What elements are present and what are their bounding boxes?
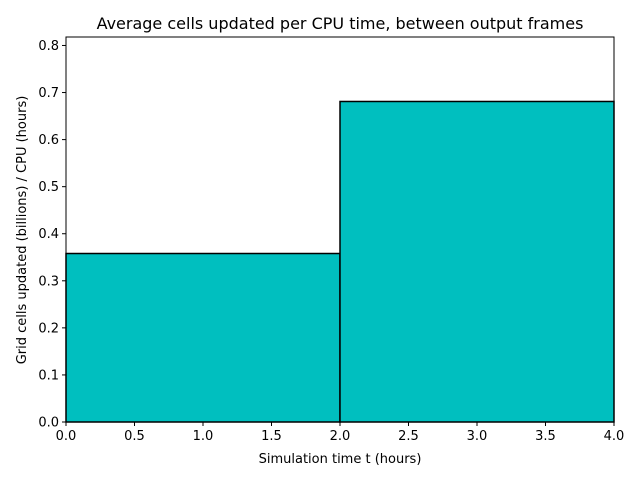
- y-tick-label: 0.6: [38, 133, 59, 148]
- chart-title: Average cells updated per CPU time, betw…: [97, 14, 584, 33]
- y-tick-label: 0.1: [38, 368, 59, 383]
- y-tick-label: 0.0: [38, 416, 59, 431]
- y-tick-label: 0.5: [38, 180, 59, 195]
- x-tick-label: 1.0: [193, 429, 214, 444]
- y-axis: 0.0 0.1 0.2 0.3 0.4 0.5 0.6 0.7 0.8: [38, 39, 66, 431]
- y-tick-label: 0.2: [38, 321, 59, 336]
- bar-2: [339, 100, 615, 423]
- bars: [65, 100, 615, 423]
- y-axis-label: Grid cells updated (billions) / CPU (hou…: [15, 96, 30, 365]
- x-tick-label: 0.5: [124, 429, 145, 444]
- x-tick-label: 2.5: [398, 429, 419, 444]
- y-tick-label: 0.8: [38, 39, 59, 54]
- x-axis-label: Simulation time t (hours): [259, 452, 422, 467]
- x-tick-label: 3.0: [467, 429, 488, 444]
- x-tick-label: 2.0: [330, 429, 351, 444]
- x-axis: 0.0 0.5 1.0 1.5 2.0 2.5 3.0 3.5 4.0: [56, 422, 625, 444]
- y-tick-label: 0.4: [38, 227, 59, 242]
- bar-1: [65, 252, 341, 423]
- x-tick-label: 4.0: [604, 429, 625, 444]
- x-tick-label: 0.0: [56, 429, 77, 444]
- y-tick-label: 0.3: [38, 274, 59, 289]
- x-tick-label: 3.5: [535, 429, 556, 444]
- y-tick-label: 0.7: [38, 86, 59, 101]
- x-tick-label: 1.5: [261, 429, 282, 444]
